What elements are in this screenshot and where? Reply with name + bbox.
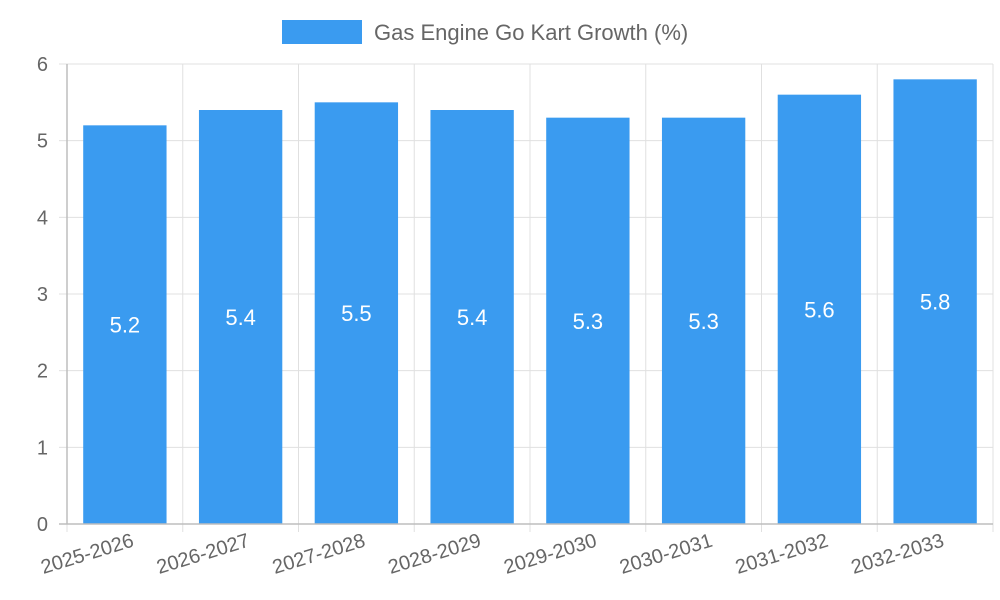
y-tick-label: 4 <box>37 207 48 229</box>
y-tick-label: 6 <box>37 54 48 76</box>
bar-2032-2033[interactable] <box>893 79 977 524</box>
y-tick-label: 3 <box>37 284 48 306</box>
y-tick-label: 1 <box>37 437 48 459</box>
bar-2026-2027[interactable] <box>198 110 283 524</box>
bar-2025-2026[interactable] <box>83 125 167 524</box>
legend-swatch[interactable] <box>282 20 362 44</box>
legend-label[interactable]: Gas Engine Go Kart Growth (%) <box>374 20 688 45</box>
bar-value-label: 5.5 <box>341 301 372 326</box>
x-tick-label: 2027-2028 <box>270 530 368 579</box>
y-tick-label: 2 <box>37 361 48 383</box>
bar-2027-2028[interactable] <box>314 102 399 524</box>
x-tick-label: 2025-2026 <box>38 530 136 579</box>
bar-value-label: 5.3 <box>688 309 719 334</box>
bar-value-label: 5.4 <box>457 305 488 330</box>
x-tick-label: 2032-2033 <box>849 530 947 579</box>
bar-2029-2030[interactable] <box>546 117 630 525</box>
x-tick-label: 2030-2031 <box>617 530 715 579</box>
bar-value-label: 5.3 <box>573 309 604 334</box>
bar-value-label: 5.4 <box>225 305 256 330</box>
bar-2030-2031[interactable] <box>661 117 746 525</box>
bar-value-label: 5.2 <box>110 313 141 338</box>
bar-value-label: 5.8 <box>920 290 951 315</box>
bar-2031-2032[interactable] <box>777 94 862 525</box>
y-tick-label: 0 <box>37 514 48 536</box>
bars: 5.2 5.4 5.5 5.4 5.3 5.3 5.6 5.8 <box>83 79 977 525</box>
legend[interactable]: Gas Engine Go Kart Growth (%) <box>282 20 688 45</box>
x-tick-label: 2028-2029 <box>386 530 484 579</box>
y-tick-label: 5 <box>37 131 48 153</box>
x-tick-label: 2029-2030 <box>501 530 599 579</box>
x-tick-label: 2031-2032 <box>733 530 831 579</box>
bar-value-label: 5.6 <box>804 297 835 322</box>
x-tick-label: 2026-2027 <box>154 530 252 579</box>
bar-2028-2029[interactable] <box>430 110 514 524</box>
